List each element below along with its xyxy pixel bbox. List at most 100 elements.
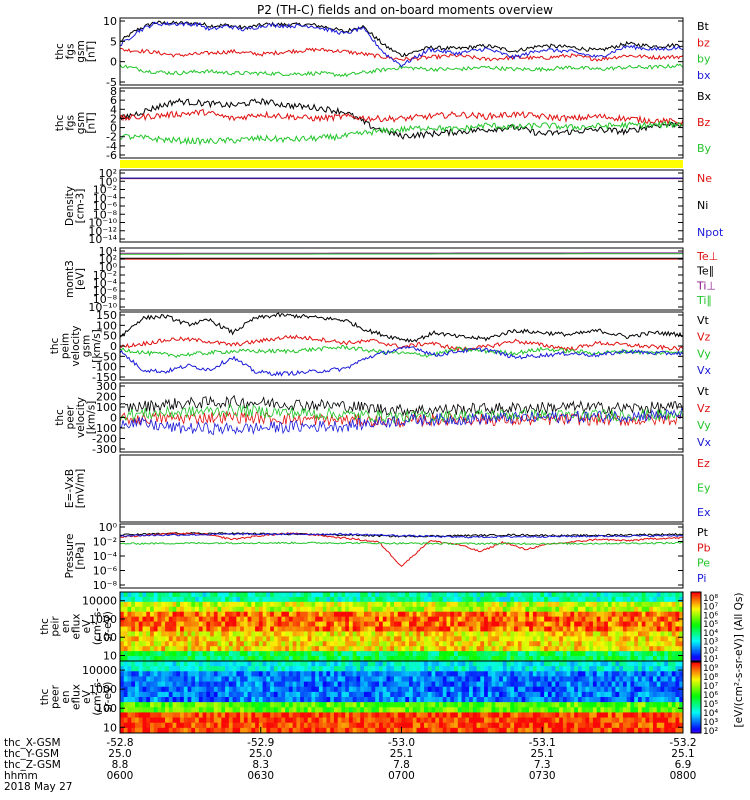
spectrogram-cell (225, 601, 230, 608)
spectrogram-cell (322, 661, 327, 667)
spectrogram-cell (157, 661, 162, 667)
spectrogram-cell (671, 601, 676, 608)
spectrogram-cell (285, 631, 290, 637)
spectrogram-cell (236, 641, 241, 647)
spectrogram-cell (251, 722, 256, 729)
spectrogram-cell (637, 626, 643, 632)
spectrogram-cell (499, 616, 504, 622)
spectrogram-cell (123, 681, 128, 688)
spectrogram-cell (378, 592, 384, 598)
spectrogram-cell (228, 596, 233, 603)
spectrogram-cell (198, 636, 203, 642)
spectrogram-cell (270, 651, 275, 657)
spectrogram-cell (266, 686, 271, 693)
spectrogram-cell (363, 631, 369, 637)
spectrogram-cell (529, 661, 534, 667)
spectrogram-cell (187, 717, 192, 724)
spectrogram-cell (465, 681, 470, 688)
spectrogram-cell (589, 636, 594, 642)
spectrogram-cell (442, 676, 447, 682)
spectrogram-cell (457, 606, 462, 613)
spectrogram-cell (570, 686, 575, 693)
spectrogram-cell (480, 611, 485, 618)
spectrogram-cell (634, 651, 639, 657)
spectrogram-cell (146, 621, 151, 627)
spectrogram-cell (232, 616, 237, 622)
spectrogram-cell (525, 651, 530, 657)
spectrogram-cell (386, 636, 391, 642)
spectrogram-cell (191, 717, 196, 724)
spectrogram-cell (217, 717, 222, 724)
spectrogram-cell (604, 646, 609, 652)
spectrogram-cell (454, 656, 459, 662)
spectrogram-cell (562, 671, 568, 677)
spectrogram-cell (656, 641, 661, 647)
spectrogram-cell (532, 616, 538, 622)
spectrogram-cell (442, 606, 447, 613)
spectrogram-cell (555, 611, 560, 618)
spectrogram-cell (607, 651, 613, 657)
spectrogram-cell (270, 611, 275, 618)
spectrogram-cell (622, 631, 628, 637)
spectrogram-cell (161, 717, 166, 724)
spectrogram-cell (393, 606, 399, 613)
spectrogram-cell (679, 656, 684, 662)
spectrogram-cell (165, 671, 170, 677)
spectrogram-cell (176, 722, 181, 729)
spectrogram-cell (435, 661, 440, 667)
spectrogram-cell (675, 702, 680, 708)
spectrogram-cell (352, 717, 357, 724)
spectrogram-cell (135, 596, 140, 603)
spectrogram-cell (592, 592, 598, 598)
spectrogram-cell (251, 616, 256, 622)
spectrogram-cell (570, 676, 575, 682)
spectrogram-cell (637, 641, 643, 647)
spectrogram-cell (202, 611, 207, 618)
spectrogram-cell (675, 722, 680, 729)
spectrogram-cell (480, 697, 485, 703)
spectrogram-cell (281, 686, 286, 693)
x-tick-label-z_gsm: 8.8 (112, 759, 129, 771)
spectrogram-cell (165, 691, 170, 698)
x-row-label: thc_Z-GSM (4, 759, 61, 771)
spectrogram-cell (356, 596, 361, 603)
spectrogram-cell (619, 707, 624, 713)
spectrogram-cell (221, 702, 226, 708)
spectrogram-cell (176, 661, 181, 667)
spectrogram-cell (120, 656, 125, 662)
spectrogram-cell (318, 671, 324, 677)
spectrogram-cell (356, 636, 361, 642)
y-tick-label: 10 (103, 721, 117, 734)
spectrogram-cell (378, 596, 384, 603)
colorbar-cell (691, 669, 701, 672)
spectrogram-cell (300, 611, 305, 618)
spectrogram-cell (217, 656, 222, 662)
spectrogram-cell (461, 636, 466, 642)
spectrogram-cell (679, 592, 684, 598)
spectrogram-cell (435, 681, 440, 688)
spectrogram-cell (675, 661, 680, 667)
spectrogram-cell (450, 697, 455, 703)
spectrogram-cell (367, 596, 372, 603)
spectrogram-cell (243, 631, 249, 637)
spectrogram-cell (150, 727, 155, 734)
spectrogram-cell (281, 661, 286, 667)
spectrogram-cell (258, 601, 264, 608)
spectrogram-cell (206, 631, 211, 637)
spectrogram-cell (315, 631, 320, 637)
spectrogram-cell (397, 702, 402, 708)
spectrogram-cell (315, 636, 320, 642)
spectrogram-cell (337, 676, 342, 682)
spectrogram-cell (240, 717, 245, 724)
spectrogram-cell (221, 697, 226, 703)
spectrogram-cell (626, 676, 631, 682)
spectrogram-cell (667, 686, 673, 693)
spectrogram-cell (409, 666, 414, 672)
spectrogram-cell (596, 712, 601, 718)
spectrogram-cell (607, 676, 613, 682)
spectrogram-cell (135, 651, 140, 657)
spectrogram-cell (315, 702, 320, 708)
spectrogram-cell (664, 631, 669, 637)
spectrogram-cell (412, 702, 417, 708)
y-tick-label: 0 (110, 122, 117, 135)
